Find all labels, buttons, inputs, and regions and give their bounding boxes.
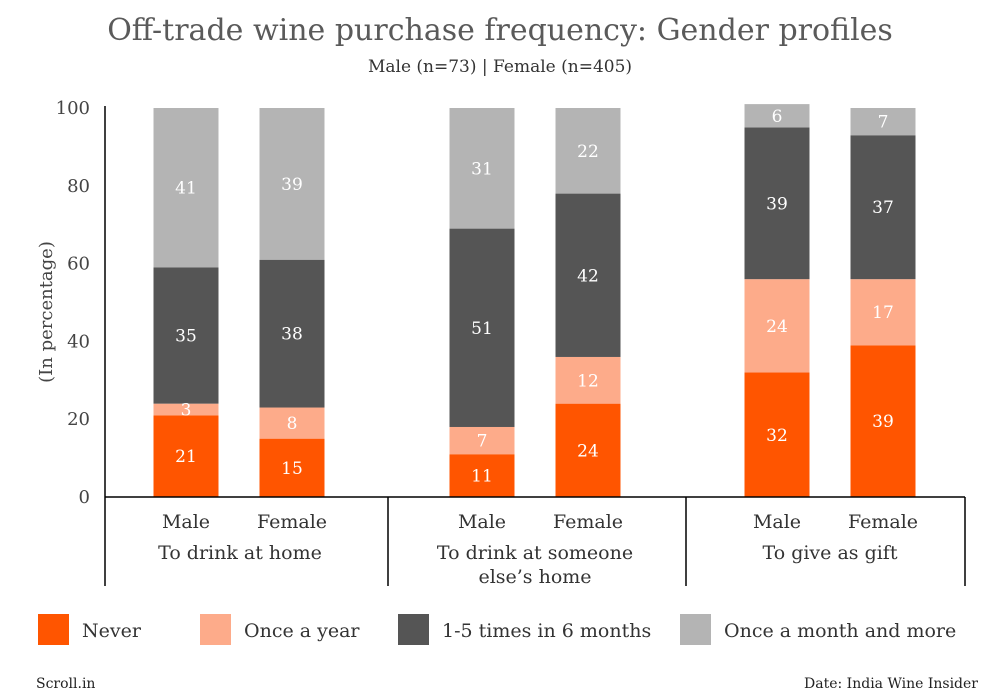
legend-swatch [680,614,711,645]
group-label: To give as gift [763,542,898,564]
category-label: Male [458,511,506,533]
data-label: 6 [772,107,783,127]
data-label: 7 [477,432,488,452]
y-tick-label: 60 [67,254,90,275]
group-label: To drink at home [158,542,322,564]
legend-label: Never [82,620,142,642]
data-label: 41 [175,179,197,199]
bar-segment [744,279,810,373]
data-label: 24 [766,317,788,337]
data-label: 39 [281,175,303,195]
bar-segment [555,403,621,497]
chart-title: Off-trade wine purchase frequency: Gende… [107,13,893,48]
bar-segment [259,438,325,497]
legend-label: Once a month and more [724,620,956,642]
y-tick-label: 100 [56,98,90,119]
bar-segment [850,135,916,280]
bar-segment [153,403,219,416]
data-label: 37 [872,198,894,218]
bar-segment [153,415,219,497]
legend-label: Once a year [244,620,360,642]
bar-segment [555,356,621,404]
chart-subtitle: Male (n=73) | Female (n=405) [368,57,632,77]
bar-segment [449,108,515,229]
bar-segment [850,279,916,346]
y-tick-label: 20 [67,409,90,430]
bar-segment [555,108,621,194]
y-axis-label: (In percentage) [36,241,57,383]
data-label: 7 [878,113,889,133]
legend-label: 1-5 times in 6 months [442,620,651,642]
data-label: 32 [766,426,788,446]
legend: Never Once a year 1-5 times in 6 months Onc… [38,614,956,645]
bar-segment [744,372,810,497]
footer-source-left: Scroll.in [36,676,95,692]
data-label: 39 [872,412,894,432]
bar-segment [850,345,916,497]
y-tick-label: 80 [67,176,90,197]
data-label: 15 [281,459,303,479]
legend-swatch [398,614,429,645]
bar-segment [449,228,515,427]
data-label: 22 [577,142,599,162]
group-labels: To drink at home To drink at someone else’… [158,542,898,588]
bar-segment [259,259,325,408]
category-label: Female [257,511,327,533]
data-label: 21 [175,447,197,467]
bar-segment [153,267,219,404]
category-label: Male [753,511,801,533]
bar-segment [259,108,325,260]
y-tick-label: 0 [79,487,90,508]
data-label: 39 [766,194,788,214]
data-label: 11 [471,467,493,487]
bar-segment [259,407,325,439]
data-label: 8 [287,414,298,434]
footer-source-right: Date: India Wine Insider [804,676,978,692]
category-label: Female [553,511,623,533]
axes [104,106,966,586]
legend-swatch [38,614,69,645]
data-label: 31 [471,159,493,179]
y-tick-label: 40 [67,331,90,352]
data-label: 24 [577,441,599,461]
bar-segment [449,426,515,455]
data-label: 12 [577,371,599,391]
data-label: 42 [577,266,599,286]
bar-segment [850,108,916,136]
group-label: To drink at someone else’s home [437,542,633,588]
bar-segment [744,127,810,280]
segment-labels: 21 3 35 41 15 8 38 39 11 7 51 31 24 12 42 22 32 24 39 6 39 17… [175,107,894,487]
bar-segment [153,108,219,268]
data-label: 35 [175,327,197,347]
bars [153,104,916,497]
y-axis-ticks: 0 20 40 60 80 100 [56,98,90,508]
data-label: 17 [872,303,894,323]
bar-segment [555,193,621,357]
legend-swatch [200,614,231,645]
data-label: 38 [281,325,303,345]
category-label: Male [162,511,210,533]
bar-segment [449,454,515,497]
category-labels: Male Female Male Female Male Female [162,511,918,533]
data-label: 3 [181,400,192,420]
category-label: Female [848,511,918,533]
data-label: 51 [471,319,493,339]
bar-segment [744,104,810,128]
